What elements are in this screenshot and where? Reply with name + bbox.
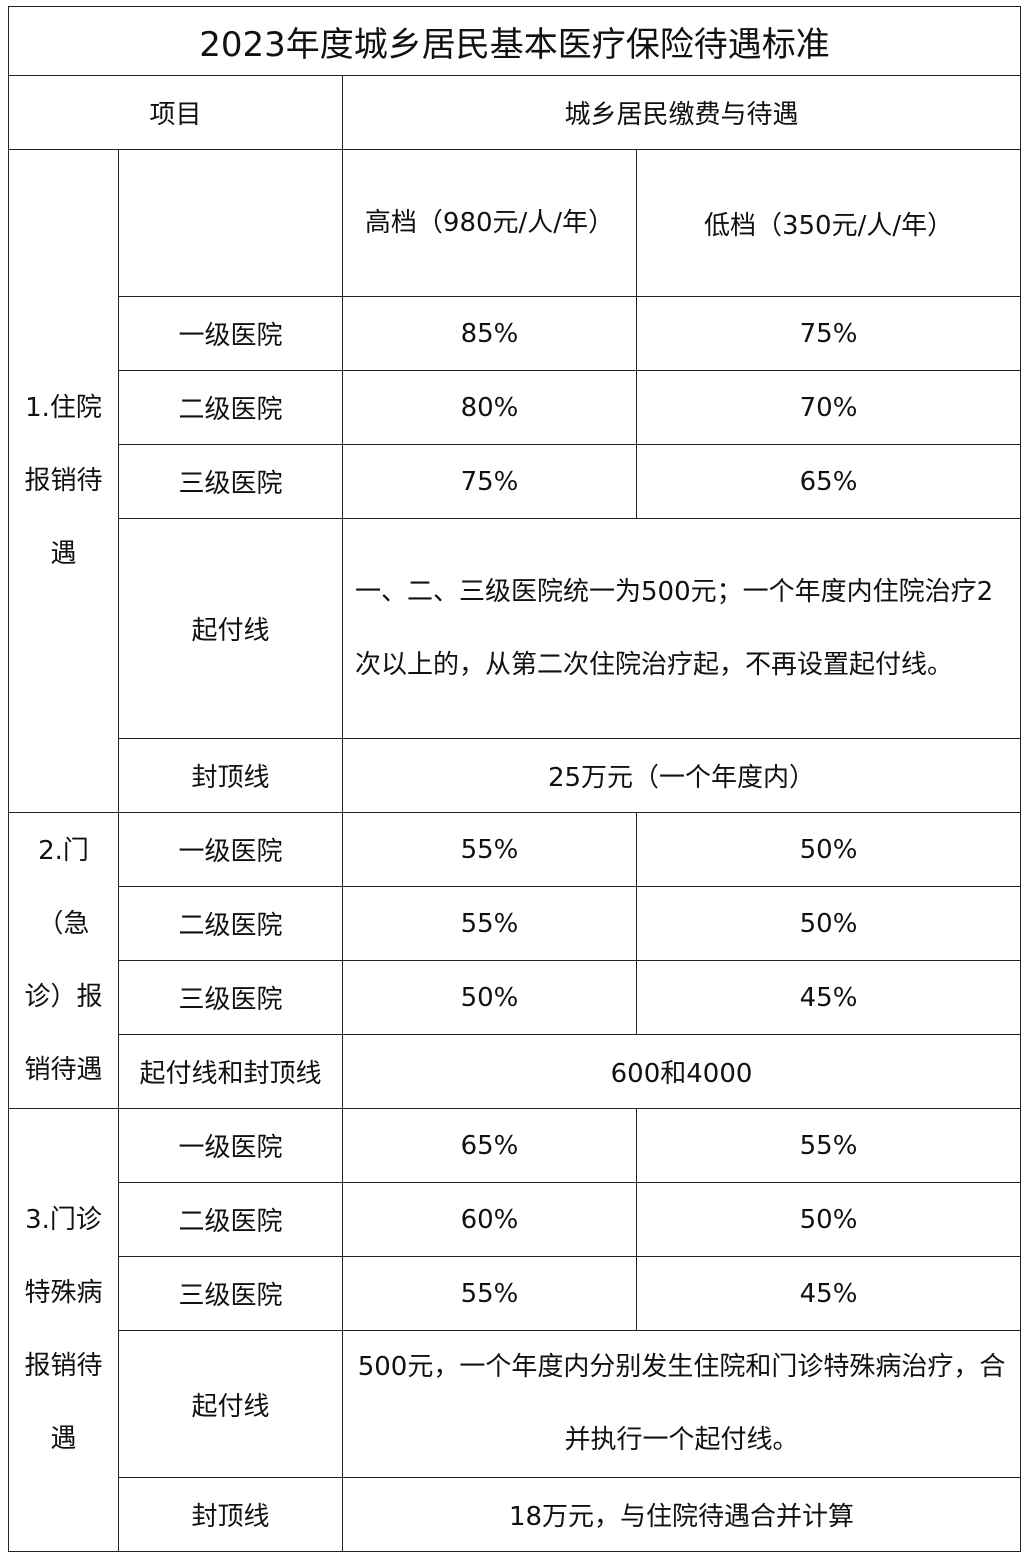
- level-cell: 二级医院: [118, 370, 343, 445]
- level-cell: 二级医院: [118, 886, 343, 961]
- table-row: 三级医院 75% 65%: [9, 444, 1022, 519]
- high-cell: 65%: [342, 1108, 637, 1183]
- group-special: 3.门诊特殊病报销待遇: [8, 1108, 119, 1552]
- level-cell: 一级医院: [118, 812, 343, 887]
- deductible-value: 一、二、三级医院统一为500元；一个年度内住院治疗2次以上的，从第二次住院治疗起…: [341, 518, 1022, 739]
- level-cell: 三级医院: [118, 1256, 343, 1331]
- low-cell: 50%: [635, 812, 1022, 887]
- benefits-table: 2023年度城乡居民基本医疗保险待遇标准 项目 城乡居民缴费与待遇 1.住院报销…: [7, 6, 1022, 1552]
- level-cell: 二级医院: [118, 1182, 343, 1257]
- level-cell: 一级医院: [118, 296, 343, 371]
- deductible-label: 起付线: [118, 1330, 343, 1478]
- level-cell: 三级医院: [118, 960, 343, 1035]
- header-payment: 城乡居民缴费与待遇: [341, 75, 1022, 150]
- table-row: 2.门（急诊）报销待遇 一级医院 55% 50%: [8, 812, 1022, 1109]
- empty-cell: [118, 149, 343, 297]
- deductible-cap-value: 600和4000: [341, 1034, 1022, 1109]
- high-cell: 55%: [342, 812, 637, 887]
- table-row: 二级医院 55% 50%: [9, 886, 1022, 961]
- high-cell: 75%: [342, 444, 637, 519]
- table-row: 二级医院 80% 70%: [9, 370, 1022, 445]
- level-cell: 三级医院: [118, 444, 343, 519]
- deductible-label: 起付线: [118, 518, 343, 739]
- header-item: 项目: [8, 75, 343, 150]
- high-cell: 60%: [342, 1182, 637, 1257]
- low-cell: 45%: [635, 1256, 1022, 1331]
- low-cell: 75%: [635, 296, 1022, 371]
- low-cell: 70%: [635, 370, 1022, 445]
- low-cell: 50%: [635, 1182, 1022, 1257]
- deductible-cap-label: 起付线和封顶线: [118, 1034, 343, 1109]
- high-cell: 50%: [342, 960, 637, 1035]
- cap-value: 18万元，与住院待遇合并计算: [341, 1477, 1022, 1552]
- high-cell: 80%: [342, 370, 637, 445]
- table-title: 2023年度城乡居民基本医疗保险待遇标准: [7, 6, 1022, 76]
- tier-low: 低档（350元/人/年）: [635, 149, 1022, 297]
- cap-label: 封顶线: [118, 1477, 343, 1552]
- table-row: 三级医院 50% 45%: [9, 960, 1022, 1035]
- table-row: 三级医院 55% 45%: [9, 1256, 1022, 1331]
- group-hospitalization: 1.住院报销待遇: [8, 149, 119, 813]
- tier-high: 高档（980元/人/年）: [342, 149, 637, 297]
- deductible-value: 500元，一个年度内分别发生住院和门诊特殊病治疗，合并执行一个起付线。: [341, 1330, 1022, 1478]
- high-cell: 55%: [342, 1256, 637, 1331]
- group-outpatient: 2.门（急诊）报销待遇: [8, 812, 119, 1109]
- cap-value: 25万元（一个年度内）: [341, 738, 1022, 813]
- low-cell: 55%: [635, 1108, 1022, 1183]
- cap-label: 封顶线: [118, 738, 343, 813]
- high-cell: 55%: [342, 886, 637, 961]
- table-row: 一级医院 85% 75%: [9, 296, 1022, 371]
- low-cell: 65%: [635, 444, 1022, 519]
- low-cell: 50%: [635, 886, 1022, 961]
- table-row: 3.门诊特殊病报销待遇 一级医院 65% 55%: [8, 1108, 1022, 1552]
- high-cell: 85%: [342, 296, 637, 371]
- table-row: 二级医院 60% 50%: [9, 1182, 1022, 1257]
- level-cell: 一级医院: [118, 1108, 343, 1183]
- low-cell: 45%: [635, 960, 1022, 1035]
